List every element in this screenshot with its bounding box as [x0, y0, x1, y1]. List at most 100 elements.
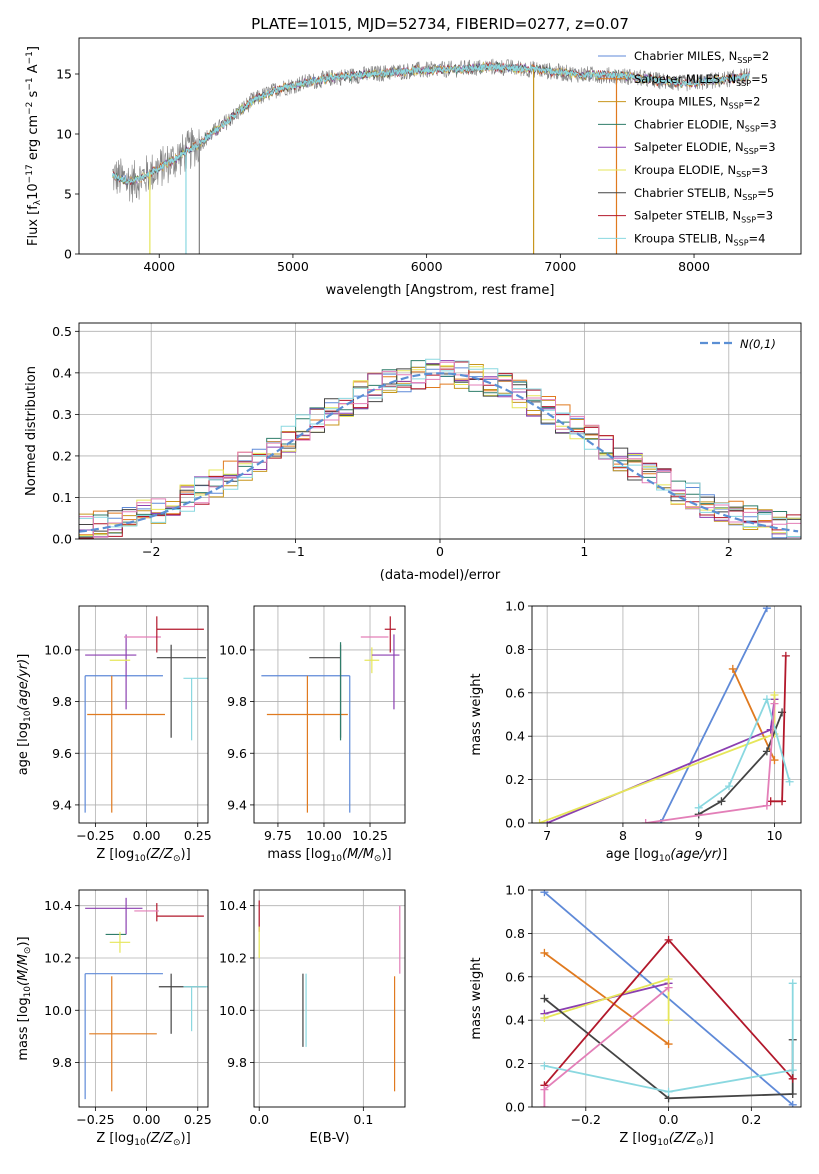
x-tick-label: 9.75 — [264, 828, 292, 843]
y-tick-label: 10.0 — [219, 1003, 247, 1018]
y-tick-label: 0.2 — [505, 772, 525, 787]
x-tick-label: 5000 — [277, 259, 309, 274]
weight-marker — [664, 1040, 673, 1049]
errorbar-point — [183, 986, 208, 1032]
weight-marker — [788, 1074, 797, 1083]
errorbar-point — [158, 973, 206, 1034]
plot-area — [535, 606, 794, 823]
y-tick-label: 10.2 — [44, 950, 72, 965]
axes-frame — [531, 889, 802, 1108]
x-tick-label: 7 — [543, 828, 551, 843]
weight-marker — [725, 782, 734, 791]
weight-marker — [664, 1016, 673, 1025]
axes-frame — [78, 322, 802, 540]
errorbar-point — [156, 903, 204, 922]
x-axis-label: (data-model)/error — [380, 568, 501, 583]
plot-area — [540, 890, 797, 1107]
histogram-series — [79, 361, 801, 538]
weight-marker — [781, 651, 790, 660]
legend-entry: Kroupa MILES, NSSP=2 — [634, 95, 760, 111]
y-tick-label: 0.5 — [52, 324, 72, 339]
legend-entry: Kroupa STELIB, NSSP=4 — [634, 231, 765, 247]
y-tick-label: 5 — [64, 187, 72, 202]
x-axis-label: Z [log10(Z/Z⊙)] — [96, 847, 190, 864]
y-tick-label: 0.3 — [52, 407, 72, 422]
x-tick-label: 10.00 — [306, 828, 342, 843]
y-tick-label: 0.1 — [52, 490, 72, 505]
y-tick-label: 0.4 — [52, 365, 72, 380]
y-tick-label: 0.2 — [52, 448, 72, 463]
weight-marker — [664, 1087, 673, 1096]
y-tick-label: 10.0 — [44, 642, 72, 657]
plot-area — [84, 616, 208, 813]
x-tick-label: 8000 — [678, 259, 710, 274]
weight-series-line — [544, 983, 794, 1093]
weight-marker — [540, 890, 549, 897]
errorbar-point — [183, 677, 208, 741]
legend-entry: Salpeter STELIB, NSSP=3 — [634, 209, 773, 225]
y-tick-label: 0 — [64, 247, 72, 262]
weight-marker — [762, 695, 771, 704]
y-tick-label: 15 — [56, 67, 72, 82]
errorbar-point — [84, 973, 163, 1100]
x-tick-label: 6000 — [411, 259, 443, 274]
legend-entry: Chabrier STELIB, NSSP=5 — [634, 186, 774, 202]
panel-age_vs_Z: −0.25 0.00 0.25 9.4 9.6 9.8 10.0 Z [log10(Z/Z⊙)… — [16, 605, 212, 864]
y-tick-label: 10.2 — [219, 950, 247, 965]
y-tick-label: 0.0 — [505, 816, 525, 831]
gaussian-curve — [79, 372, 799, 533]
weight-marker — [540, 1085, 549, 1094]
legend-entry: Kroupa ELODIE, NSSP=3 — [634, 163, 768, 179]
observed-spectrum-line — [112, 58, 751, 203]
y-tick-label: 9.4 — [227, 797, 247, 812]
panel-weight_vs_age: 7 8 9 10 0.0 0.2 0.4 0.6 0.8 1.0 age [log10(age/yr… — [469, 599, 802, 864]
figure-title: PLATE=1015, MJD=52734, FIBERID=0277, z=0… — [251, 15, 629, 33]
weight-marker — [540, 948, 549, 957]
errorbar-point — [109, 931, 131, 953]
x-tick-label: 7000 — [544, 259, 576, 274]
x-axis-label: Z [log10(Z/Z⊙)] — [619, 1131, 713, 1148]
x-tick-label: −0.2 — [571, 1112, 601, 1127]
plot-area — [258, 900, 401, 1092]
y-axis-label: Normed distribution — [24, 366, 39, 496]
x-tick-label: 0.1 — [353, 1112, 373, 1127]
panel-age_vs_mass: 9.75 10.00 10.25 9.4 9.6 9.8 10.0 mass [log10(M… — [219, 605, 406, 864]
weight-marker — [770, 756, 779, 765]
y-tick-label: 0.6 — [505, 685, 525, 700]
errorbar-point — [85, 897, 143, 935]
errorbar-point — [266, 675, 348, 813]
x-tick-label: 4000 — [143, 259, 175, 274]
errorbar-point — [261, 675, 351, 813]
weight-marker — [540, 994, 549, 1003]
y-tick-label: 9.8 — [227, 694, 247, 709]
panel-residuals: −2 −1 0 1 2 0.0 0.1 0.2 0.3 0.4 0.5 (data-model)/er… — [24, 322, 802, 583]
y-tick-label: 0.8 — [505, 926, 525, 941]
x-tick-label: 10.25 — [352, 828, 388, 843]
axes-frame — [531, 605, 802, 824]
legend-entry: Chabrier ELODIE, NSSP=3 — [634, 117, 777, 133]
x-tick-label: 0 — [436, 544, 444, 559]
y-axis-label: mass [log10(M/M⊙)] — [16, 936, 33, 1060]
errorbar-point — [371, 634, 400, 710]
axes-frame — [253, 605, 406, 824]
y-tick-label: 0.8 — [505, 642, 525, 657]
x-tick-label: 9 — [695, 828, 703, 843]
axes-frame — [253, 889, 406, 1108]
x-tick-label: 8 — [619, 828, 627, 843]
y-axis-label: mass weight — [469, 673, 484, 755]
weight-marker — [762, 747, 771, 756]
x-axis-label: E(B-V) — [309, 1131, 349, 1146]
y-tick-label: 1.0 — [505, 599, 525, 614]
errorbar-point — [84, 675, 163, 813]
weight-marker — [664, 983, 673, 992]
axes-frame — [78, 889, 209, 1108]
x-tick-label: 0.0 — [659, 1112, 679, 1127]
y-tick-label: 9.8 — [227, 1055, 247, 1070]
x-tick-label: 0.25 — [184, 828, 212, 843]
errorbar-point — [384, 616, 396, 653]
plot-area — [79, 358, 801, 539]
weight-marker — [778, 797, 787, 806]
x-axis-label: Z [log10(Z/Z⊙)] — [96, 1131, 190, 1148]
y-tick-label: 0.2 — [505, 1056, 525, 1071]
weight-marker — [788, 1089, 797, 1098]
